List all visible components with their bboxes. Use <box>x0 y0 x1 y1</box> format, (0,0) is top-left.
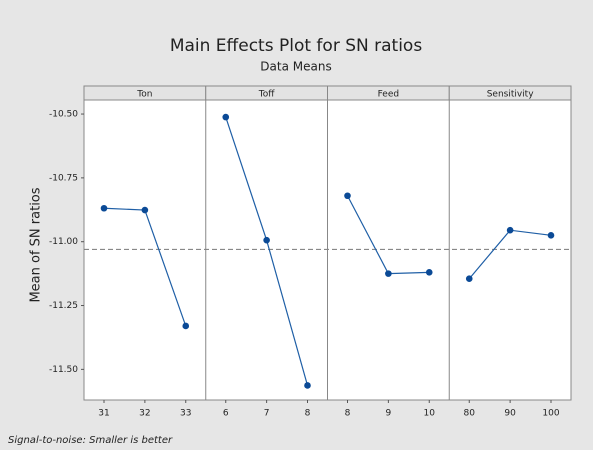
y-tick-label: -11.00 <box>49 237 78 247</box>
x-tick-label: 10 <box>424 409 436 419</box>
y-axis-label: Mean of SN ratios <box>29 187 44 302</box>
y-tick-label: -11.25 <box>49 301 78 311</box>
x-tick-label: 90 <box>504 409 516 419</box>
point <box>182 322 190 330</box>
chart-subtitle: Data Means <box>260 60 331 74</box>
y-tick-label: -10.50 <box>49 110 78 120</box>
point <box>344 192 351 200</box>
x-tick-label: 32 <box>139 409 150 419</box>
y-tick-label: -10.75 <box>49 173 78 183</box>
x-tick-label: 33 <box>180 409 191 419</box>
x-tick-label: 31 <box>98 409 109 419</box>
point <box>304 382 311 389</box>
point <box>425 269 433 276</box>
y-tick-label: -11.50 <box>49 365 78 375</box>
point <box>465 275 473 283</box>
x-tick-label: 9 <box>386 409 392 419</box>
panel-strip <box>448 85 572 101</box>
point <box>547 232 555 239</box>
x-tick-label: 100 <box>542 409 559 419</box>
x-tick-label: 8 <box>305 409 311 419</box>
x-tick-label: 7 <box>264 409 270 419</box>
panel-title: Ton <box>136 90 152 100</box>
point <box>141 206 149 214</box>
panel-title: Toff <box>258 90 275 100</box>
x-tick-label: 6 <box>223 409 229 419</box>
point <box>385 270 392 277</box>
x-tick-label: 8 <box>345 409 351 419</box>
panel-title: Feed <box>378 90 399 100</box>
point <box>263 236 270 244</box>
point <box>506 226 514 234</box>
chart-title: Main Effects Plot for SN ratios <box>170 36 423 56</box>
x-tick-label: 80 <box>464 409 476 419</box>
panel-title: Sensitivity <box>487 90 535 100</box>
point <box>100 204 108 212</box>
point <box>222 113 230 121</box>
footnote: Signal-to-noise: Smaller is better <box>8 435 173 446</box>
